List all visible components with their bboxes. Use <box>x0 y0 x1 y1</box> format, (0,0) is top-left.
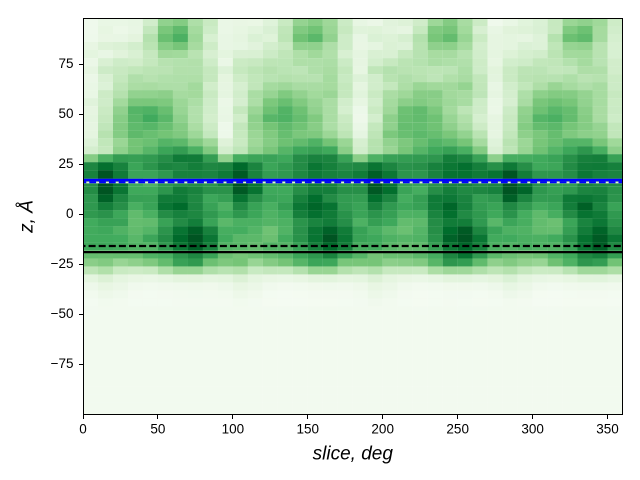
svg-text:350: 350 <box>596 422 619 437</box>
svg-text:200: 200 <box>371 422 394 437</box>
svg-text:−25: −25 <box>51 256 74 271</box>
svg-text:0: 0 <box>66 206 74 221</box>
svg-text:25: 25 <box>58 156 73 171</box>
svg-text:0: 0 <box>79 422 87 437</box>
svg-text:50: 50 <box>150 422 165 437</box>
svg-text:250: 250 <box>446 422 469 437</box>
svg-text:z, Å: z, Å <box>17 200 38 234</box>
svg-text:300: 300 <box>521 422 544 437</box>
svg-text:−50: −50 <box>51 306 74 321</box>
svg-text:50: 50 <box>58 106 73 121</box>
svg-text:75: 75 <box>58 56 73 71</box>
svg-text:100: 100 <box>222 422 245 437</box>
svg-text:slice, deg: slice, deg <box>313 444 394 465</box>
svg-text:150: 150 <box>297 422 320 437</box>
svg-text:−75: −75 <box>51 356 74 371</box>
